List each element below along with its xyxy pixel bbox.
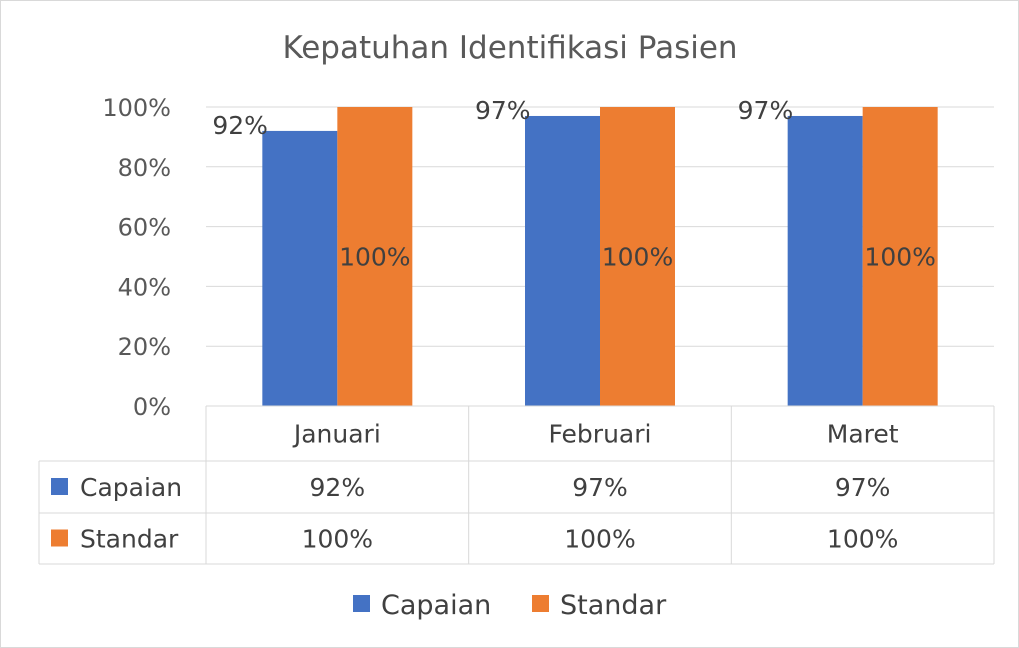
x-category-label: Februari	[549, 420, 652, 449]
y-tick-label: 100%	[102, 94, 171, 122]
data-label: 100%	[864, 243, 935, 272]
chart-title: Kepatuhan Identifikasi Pasien	[282, 30, 737, 66]
table-cell-value: 92%	[310, 473, 366, 502]
data-label: 97%	[475, 96, 531, 125]
data-label: 100%	[602, 243, 673, 272]
data-labels: 92% 100% 97% 100% 97% 100%	[212, 96, 936, 272]
y-tick-label: 80%	[118, 154, 171, 182]
y-tick-label: 40%	[118, 273, 171, 301]
legend-label: Capaian	[381, 590, 491, 621]
bar-series	[262, 107, 938, 407]
legend-label: Standar	[560, 590, 667, 621]
data-label: 97%	[738, 96, 794, 125]
table-series-name: Capaian	[80, 473, 182, 502]
data-table: Januari Februari Maret Capaian 92% 97% 97% Stan…	[38, 405, 995, 565]
bar-standar	[337, 107, 413, 406]
y-tick-label: 60%	[118, 214, 171, 242]
table-legend-key-capaian	[51, 478, 68, 495]
bar-capaian	[262, 130, 338, 407]
table-cell-value: 100%	[827, 525, 898, 554]
table-series-name: Standar	[80, 525, 179, 554]
bar-standar	[862, 107, 938, 406]
table-cell-value: 100%	[302, 525, 373, 554]
table-cell-value: 97%	[572, 473, 628, 502]
x-category-label: Maret	[827, 420, 899, 449]
bar-capaian	[525, 115, 600, 406]
data-label: 92%	[212, 111, 268, 140]
data-label: 100%	[339, 243, 410, 272]
legend-key-capaian	[353, 595, 370, 612]
table-cell-value: 97%	[835, 473, 891, 502]
y-tick-label: 20%	[118, 333, 171, 361]
y-tick-label: 0%	[133, 393, 171, 421]
bar-standar	[600, 107, 675, 406]
y-axis-ticks: 0% 20% 40% 60% 80% 100%	[102, 94, 171, 421]
table-legend-key-standar	[51, 529, 68, 547]
legend-key-standar	[532, 595, 549, 612]
legend: Capaian Standar	[353, 590, 667, 621]
x-category-label: Januari	[292, 420, 381, 449]
table-cell-value: 100%	[564, 525, 635, 554]
bar-capaian	[787, 115, 863, 406]
